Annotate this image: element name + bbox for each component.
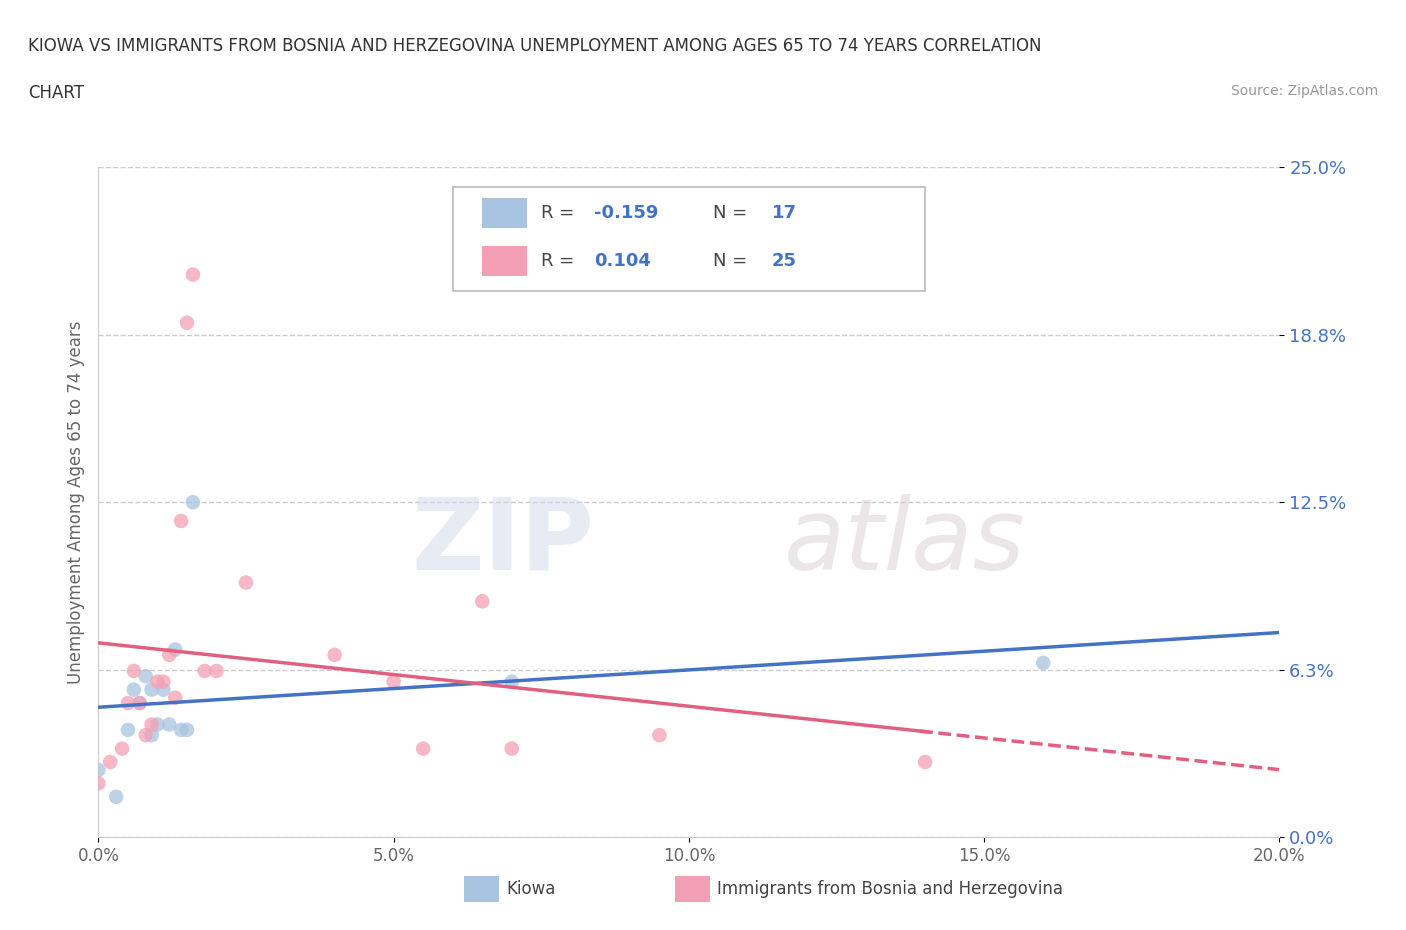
Point (152, 683, 174, 698)
Point (1032, 656, 1054, 671)
Point (146, 717, 169, 732)
Point (87, 776, 110, 790)
Point (157, 647, 180, 662)
Point (122, 663, 145, 678)
Point (471, 594, 494, 609)
Text: Kiowa: Kiowa (506, 880, 555, 898)
Bar (482, 246, 527, 276)
Point (122, 683, 145, 698)
Point (105, 790, 128, 804)
Point (117, 723, 139, 737)
Point (205, 663, 228, 678)
Text: atlas: atlas (783, 494, 1025, 591)
Point (135, 669, 157, 684)
Text: N =: N = (713, 204, 752, 222)
Text: 25: 25 (772, 252, 797, 270)
Point (501, 674, 523, 689)
Text: Source: ZipAtlas.com: Source: ZipAtlas.com (1230, 84, 1378, 98)
FancyBboxPatch shape (453, 188, 925, 291)
Point (323, 647, 346, 662)
Bar (482, 198, 527, 228)
Point (501, 741, 523, 756)
Text: -0.159: -0.159 (595, 204, 659, 222)
Text: 0.104: 0.104 (595, 252, 651, 270)
Point (141, 717, 163, 732)
Text: R =: R = (541, 252, 581, 270)
Point (914, 754, 936, 769)
Point (170, 723, 193, 737)
Point (181, 495, 204, 510)
Text: CHART: CHART (28, 84, 84, 101)
Text: KIOWA VS IMMIGRANTS FROM BOSNIA AND HERZEGOVINA UNEMPLOYMENT AMONG AGES 65 TO 74: KIOWA VS IMMIGRANTS FROM BOSNIA AND HERZ… (28, 37, 1042, 55)
Point (157, 717, 180, 732)
Point (141, 728, 163, 743)
Point (176, 723, 198, 737)
Text: 17: 17 (772, 204, 797, 222)
Point (135, 728, 157, 743)
Point (382, 674, 405, 689)
Point (176, 315, 198, 330)
Y-axis label: Unemployment Among Ages 65 to 74 years: Unemployment Among Ages 65 to 74 years (66, 321, 84, 684)
Text: Immigrants from Bosnia and Herzegovina: Immigrants from Bosnia and Herzegovina (717, 880, 1063, 898)
Point (152, 674, 174, 689)
Point (165, 642, 187, 657)
Point (165, 690, 187, 705)
Point (648, 728, 671, 743)
Text: N =: N = (713, 252, 752, 270)
Point (194, 663, 217, 678)
Point (117, 696, 139, 711)
Point (141, 683, 163, 698)
Point (87, 763, 110, 777)
Text: ZIP: ZIP (412, 494, 595, 591)
Text: R =: R = (541, 204, 581, 222)
Point (412, 741, 434, 756)
Point (181, 267, 204, 282)
Point (146, 674, 169, 689)
Point (111, 741, 134, 756)
Point (128, 696, 150, 711)
Point (235, 575, 257, 590)
Point (170, 513, 193, 528)
Point (98, 754, 121, 769)
Point (128, 696, 150, 711)
